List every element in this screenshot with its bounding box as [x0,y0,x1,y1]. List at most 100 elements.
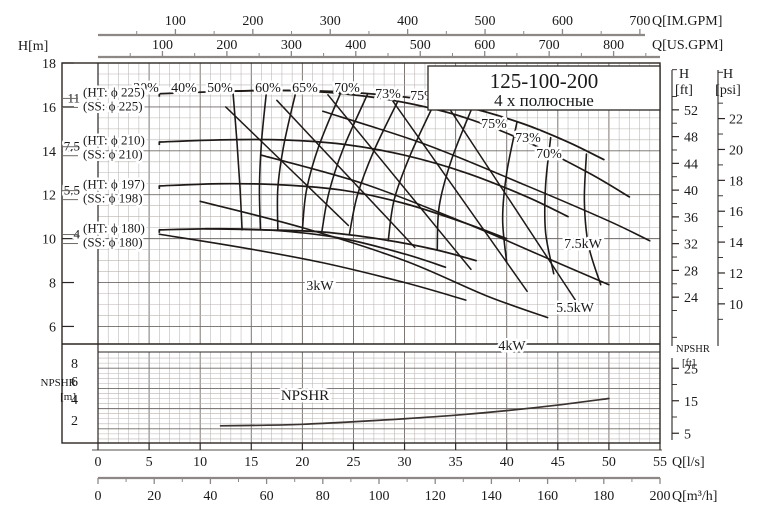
bottom-axis-lps-tick-label: 0 [95,455,102,470]
power-curve [322,110,651,242]
efficiency-iso-curve [436,107,473,251]
left-axis-head-tick-label: 16 [42,101,56,116]
bottom-axis-lps-tick-label: 10 [193,455,207,470]
efficiency-label: 73% [515,131,541,146]
impeller-ss-diameter: (SS: ϕ 180) [83,235,143,250]
top-axis-imgpm-tick-label: 400 [397,14,418,29]
efficiency-label: 30% [133,81,159,96]
npshr-axis-unit: [m] [60,391,76,403]
efficiency-label: 73% [375,87,401,102]
right-axis-psi-tick-label: 10 [729,298,743,313]
bottom-axis-lps-tick-label: 20 [295,455,309,470]
power-curve [158,233,467,301]
top-axis-usgpm-label: Q[US.GPM] [652,38,723,53]
npshr-axis-tick-label: 4 [71,393,78,408]
top-axis-imgpm-tick-label: 100 [165,14,186,29]
right-axis-ft-tick-label: 48 [684,131,698,146]
bottom-axis-m3h-tick-label: 140 [481,489,502,504]
efficiency-iso-curve [543,136,555,275]
left-axis-head-tick-label: 8 [49,277,56,292]
power-label: 5.5kW [556,301,595,316]
power-curve [260,154,610,286]
top-axis-usgpm-tick-label: 300 [281,38,302,53]
chart-grid [97,62,661,443]
bottom-axis-m3h-tick-label: 20 [147,489,161,504]
left-axis: H[m] 18 16 14 12 10 8 6 8 6 4 2 NPSHR [m] [18,39,78,429]
bottom-axis-m3h-tick-label: 40 [203,489,217,504]
right-axis-npshr-title: NPSHR [676,344,710,355]
left-axis-head-tick-label: 18 [42,57,56,72]
plot-outer-frame [61,62,661,444]
top-axis-usgpm-tick-label: 700 [539,38,560,53]
right-axis-psi-tick-label: 20 [729,143,743,158]
efficiency-iso-curve [348,95,402,236]
top-axis-imgpm-label: Q[IM.GPM] [652,14,722,29]
right-axes: H[ft]5248444036322824H[psi]2220181614121… [671,67,743,442]
top-axis-imgpm-tick-label: 500 [475,14,496,29]
right-axis-ft-unit: [ft] [675,83,693,98]
right-axis-psi-unit: [psi] [715,83,741,98]
efficiency-iso-curve [387,100,436,242]
bottom-axis-lps-tick-label: 15 [244,455,258,470]
efficiency-label: 75% [481,117,507,132]
top-axis-usgpm-tick-label: 600 [474,38,495,53]
bottom-axis-lps-tick-label: 55 [653,455,667,470]
head-curve [158,138,569,218]
bottom-axis-m3h-label: Q[m³/h] [672,489,717,504]
bottom-axis-m3h-tick-label: 120 [425,489,446,504]
bottom-axis-m3h-tick-label: 160 [537,489,558,504]
bottom-axis-m3h-tick-label: 180 [593,489,614,504]
bottom-axis-m3h-tick-label: 60 [260,489,274,504]
efficiency-iso-curve [301,90,342,231]
impeller-ht-diameter: (HT: ϕ 180) [83,221,145,236]
right-axis-ft-title: H [679,67,689,82]
left-axis-head-tick-label: 12 [42,189,56,204]
right-axis-psi-title: H [723,67,733,82]
npshr-curve [219,397,610,427]
efficiency-iso-curve [320,92,369,233]
bottom-axis-lps-tick-label: 40 [500,455,514,470]
power-labels: 3kW 4kW 5.5kW 7.5kW [304,235,605,357]
impeller-ht-diameter: (HT: ϕ 210) [83,133,145,148]
top-axis-imgpm-tick-label: 300 [320,14,341,29]
top-axis-imgpm-tick-label: 600 [552,14,573,29]
impeller-labels: 11 (HT: ϕ 225)(SS: ϕ 225)7.5 (HT: ϕ 210)(S… [61,82,147,252]
npshr-curve-group [219,397,610,427]
right-axis-ft-tick-label: 40 [684,184,698,199]
right-axis-ft-tick-label: 28 [684,264,698,279]
efficiency-label: 70% [536,147,562,162]
efficiency-iso-curve [583,153,602,286]
efficiency-iso-curve [501,121,518,264]
efficiency-label: 60% [255,81,281,96]
top-axis-imgpm-tick-label: 200 [242,14,263,29]
right-axis-psi-tick-label: 16 [729,205,743,220]
right-axis-ft-tick-label: 44 [684,157,698,172]
npshr-axis-tick-label: 6 [71,375,78,390]
top-axes: 100 200 300 400 500 600 700 Q[IM.GPM]100 200 300 4… [98,14,723,59]
efficiency-label: 70% [334,81,360,96]
bottom-axis-lps-tick-label: 25 [346,455,360,470]
npshr-axis-tick-label: 8 [71,357,78,372]
bottom-axis-lps-tick-label: 30 [398,455,412,470]
efficiency-label: 40% [171,81,197,96]
efficiency-envelope-lower [204,227,477,262]
impeller-ht-diameter: (HT: ϕ 225) [83,84,145,99]
bottom-axis-lps-tick-label: 5 [146,455,153,470]
power-curve [199,200,549,319]
power-label: 7.5kW [564,237,603,252]
right-axis-psi-tick-label: 12 [729,267,743,282]
auxiliary-strokes [224,94,580,306]
top-axis-usgpm-tick-label: 400 [345,38,366,53]
aux-diagonal-stroke [388,95,528,293]
top-axis-imgpm-tick-label: 700 [629,14,650,29]
efficiency-iso-curve [258,89,268,231]
right-axis-npshr-tick-label: 5 [684,427,691,442]
top-axis-usgpm-tick-label: 100 [152,38,173,53]
bottom-axis-lps-tick-label: 45 [551,455,565,470]
model-title: 125-100-200 [490,69,599,93]
npshr-axis-tick-label: 2 [71,414,78,429]
power-label: 4kW [498,339,526,354]
